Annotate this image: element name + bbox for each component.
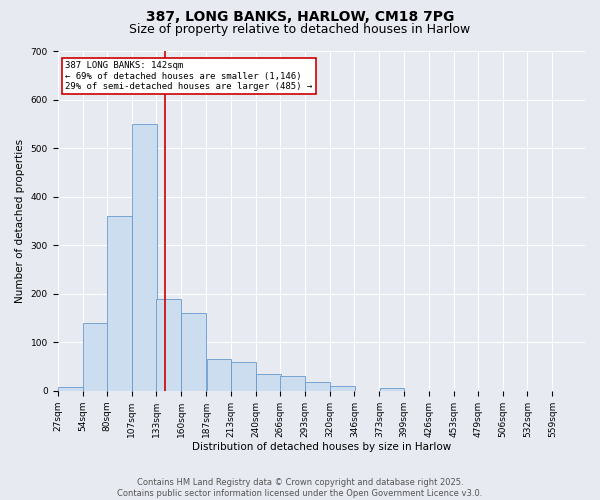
Bar xyxy=(206,360,232,391)
Bar xyxy=(256,374,281,391)
Y-axis label: Number of detached properties: Number of detached properties xyxy=(15,139,25,303)
Bar xyxy=(231,362,256,391)
Bar xyxy=(305,382,330,391)
Bar xyxy=(280,376,305,391)
Bar xyxy=(380,388,404,391)
Bar xyxy=(58,387,83,391)
X-axis label: Distribution of detached houses by size in Harlow: Distribution of detached houses by size … xyxy=(191,442,451,452)
Text: 387 LONG BANKS: 142sqm
← 69% of detached houses are smaller (1,146)
29% of semi-: 387 LONG BANKS: 142sqm ← 69% of detached… xyxy=(65,61,313,91)
Text: Size of property relative to detached houses in Harlow: Size of property relative to detached ho… xyxy=(130,22,470,36)
Bar xyxy=(107,216,132,391)
Bar xyxy=(330,386,355,391)
Text: 387, LONG BANKS, HARLOW, CM18 7PG: 387, LONG BANKS, HARLOW, CM18 7PG xyxy=(146,10,454,24)
Bar xyxy=(132,124,157,391)
Text: Contains HM Land Registry data © Crown copyright and database right 2025.
Contai: Contains HM Land Registry data © Crown c… xyxy=(118,478,482,498)
Bar xyxy=(181,313,206,391)
Bar xyxy=(83,323,107,391)
Bar xyxy=(156,298,181,391)
